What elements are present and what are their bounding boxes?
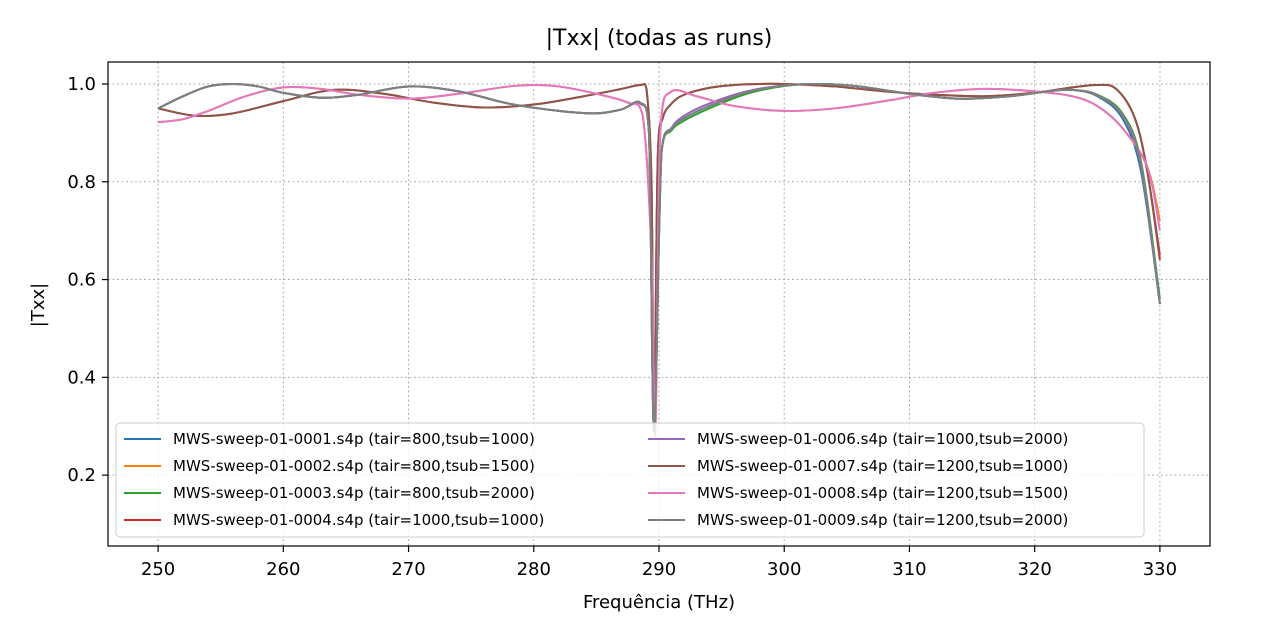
x-axis: 250 260 270 280 290 300 310 320 330 bbox=[141, 546, 1177, 580]
legend-label: MWS-sweep-01-0003.s4p (tair=800,tsub=200… bbox=[173, 484, 535, 502]
legend-label: MWS-sweep-01-0001.s4p (tair=800,tsub=100… bbox=[173, 430, 535, 448]
x-tick-label: 300 bbox=[767, 559, 801, 580]
x-tick-label: 310 bbox=[892, 559, 926, 580]
y-tick-label: 0.8 bbox=[67, 172, 96, 193]
chart-title: |Txx| (todas as runs) bbox=[546, 26, 773, 51]
y-axis: 0.2 0.4 0.6 0.8 1.0 bbox=[67, 74, 108, 486]
x-tick-label: 320 bbox=[1018, 559, 1052, 580]
legend-label: MWS-sweep-01-0007.s4p (tair=1200,tsub=10… bbox=[697, 457, 1068, 475]
x-tick-label: 330 bbox=[1143, 559, 1177, 580]
x-tick-label: 290 bbox=[642, 559, 676, 580]
x-axis-label: Frequência (THz) bbox=[583, 592, 735, 613]
y-tick-label: 1.0 bbox=[67, 74, 96, 95]
x-tick-label: 280 bbox=[517, 559, 551, 580]
legend-label: MWS-sweep-01-0006.s4p (tair=1000,tsub=20… bbox=[697, 430, 1068, 448]
x-tick-label: 260 bbox=[266, 559, 300, 580]
legend-box bbox=[115, 422, 1145, 538]
y-tick-label: 0.6 bbox=[67, 270, 96, 291]
series-lines bbox=[157, 82, 1161, 438]
y-axis-label: |Txx| bbox=[28, 283, 49, 327]
legend-label: MWS-sweep-01-0004.s4p (tair=1000,tsub=10… bbox=[173, 511, 544, 529]
y-tick-label: 0.2 bbox=[67, 465, 96, 486]
x-tick-label: 250 bbox=[141, 559, 175, 580]
x-tick-label: 270 bbox=[391, 559, 425, 580]
legend: MWS-sweep-01-0001.s4p (tair=800,tsub=100… bbox=[115, 422, 1145, 538]
series-line-8 bbox=[157, 82, 1161, 433]
legend-label: MWS-sweep-01-0009.s4p (tair=1200,tsub=20… bbox=[697, 511, 1068, 529]
legend-label: MWS-sweep-01-0008.s4p (tair=1200,tsub=15… bbox=[697, 484, 1068, 502]
legend-label: MWS-sweep-01-0002.s4p (tair=800,tsub=150… bbox=[173, 457, 535, 475]
y-tick-label: 0.4 bbox=[67, 367, 96, 388]
